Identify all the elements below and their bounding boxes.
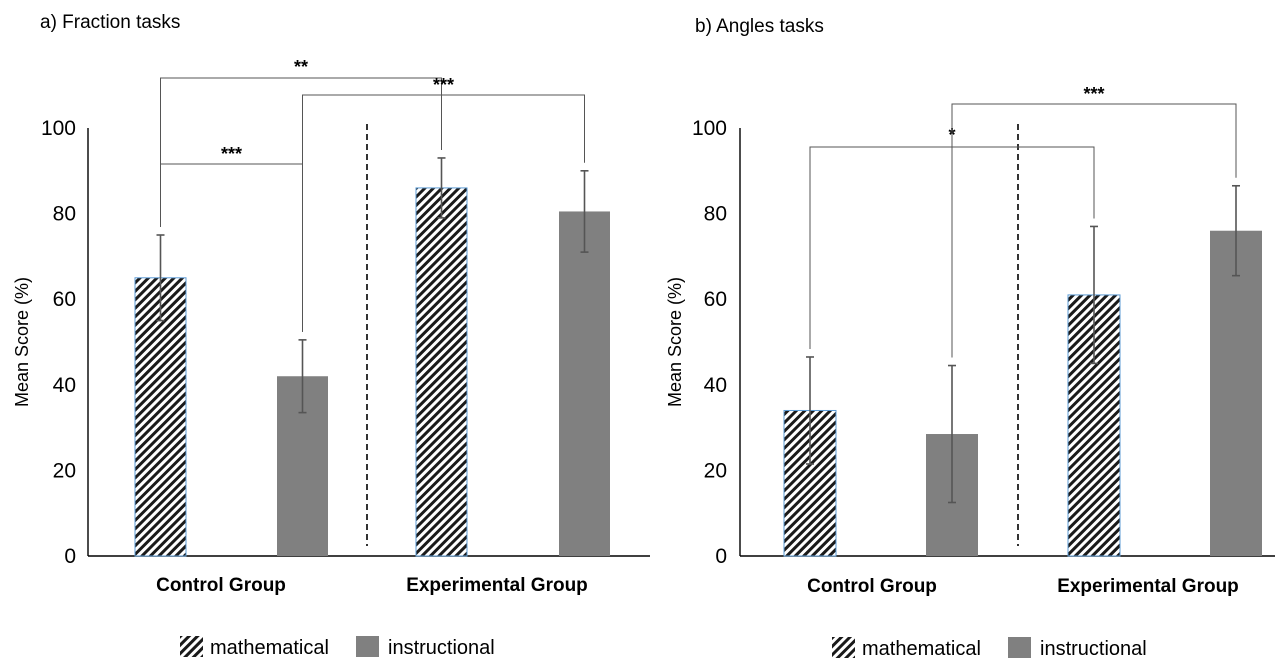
panel-a-legend: mathematical instructional [180, 636, 495, 659]
significance-bracket [160, 77, 442, 227]
panel-a-y-ticks: 0 20 40 60 80 100 [41, 117, 76, 568]
significance-bracket [951, 103, 1237, 358]
panel-a-legend-swatch-mathematical [180, 636, 203, 657]
significance-label: *** [433, 75, 454, 95]
significance-label: *** [1083, 84, 1104, 104]
panel-b-bars [783, 230, 1262, 557]
bar-instructional-experimental [559, 211, 610, 556]
panel-a-bars [134, 187, 610, 557]
panel-a-ylabel: Mean Score (%) [12, 277, 32, 407]
y-tick-label: 40 [704, 374, 727, 397]
panel-b-legend-swatch-instructional [1008, 637, 1031, 658]
y-tick-label: 20 [53, 459, 76, 482]
panel-b-error-bars [806, 184, 1240, 504]
y-tick-label: 60 [704, 288, 727, 311]
panel-b-significance: **** [809, 84, 1237, 358]
panel-b-title: b) Angles tasks [695, 16, 824, 37]
panel-a: a) Fraction tasks Mean Score (%) 0 20 40 60… [12, 12, 650, 659]
y-tick-label: 60 [53, 288, 76, 311]
y-tick-label: 80 [53, 203, 76, 226]
significance-bracket [302, 94, 585, 332]
y-tick-label: 40 [53, 374, 76, 397]
y-tick-label: 20 [704, 459, 727, 482]
bar-mathematical-control [134, 277, 187, 557]
panel-b-ylabel: Mean Score (%) [665, 277, 685, 407]
significance-label: ** [294, 57, 308, 77]
y-tick-label: 100 [41, 117, 76, 140]
panel-b: b) Angles tasks Mean Score (%) 0 20 40 60 80… [665, 16, 1275, 659]
panel-b-y-ticks: 0 20 40 60 80 100 [692, 117, 727, 568]
panel-a-category-control: Control Group [156, 575, 286, 596]
panel-b-category-experimental: Experimental Group [1057, 576, 1239, 597]
panel-a-significance: ******** [160, 57, 585, 332]
significance-label: *** [221, 144, 242, 164]
bar-mathematical-experimental [1067, 294, 1121, 557]
panel-b-legend-swatch-mathematical [832, 637, 855, 658]
panel-a-legend-swatch-instructional [356, 636, 379, 657]
panel-a-legend-label-mathematical: mathematical [210, 637, 329, 659]
y-tick-label: 0 [64, 545, 76, 568]
y-tick-label: 0 [715, 545, 727, 568]
panel-a-category-experimental: Experimental Group [406, 575, 588, 596]
y-tick-label: 100 [692, 117, 727, 140]
panel-b-legend-label-mathematical: mathematical [862, 638, 981, 659]
panel-b-category-control: Control Group [807, 576, 937, 597]
panel-b-legend-label-instructional: instructional [1040, 638, 1147, 659]
panel-b-legend: mathematical instructional [832, 637, 1147, 659]
panel-a-title: a) Fraction tasks [40, 12, 180, 33]
panel-a-error-bars [156, 157, 589, 414]
y-tick-label: 80 [704, 203, 727, 226]
bar-instructional-experimental [1210, 230, 1262, 556]
bar-mathematical-experimental [415, 187, 468, 557]
panel-a-legend-label-instructional: instructional [388, 637, 495, 659]
